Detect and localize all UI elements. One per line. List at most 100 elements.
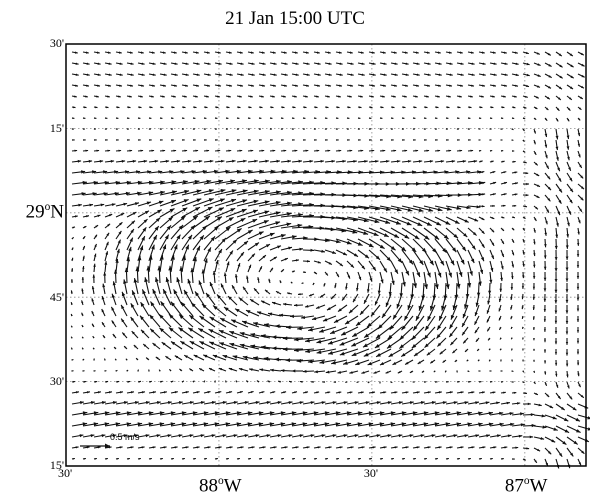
vector-arrow [313, 51, 320, 54]
vector-arrow [267, 380, 271, 383]
vector-arrow [339, 337, 359, 346]
vector-arrow [434, 62, 442, 65]
vector-arrow [170, 189, 190, 196]
vector-arrow [456, 271, 461, 289]
vector-arrow [181, 179, 200, 185]
lat-label-1: 15' [49, 120, 64, 135]
vector-arrow [368, 260, 377, 272]
vector-arrow [170, 117, 174, 119]
vector-arrow [510, 282, 514, 290]
vector-arrow [346, 422, 363, 427]
vector-arrow [577, 161, 583, 169]
vector-arrow [500, 160, 505, 163]
vector-arrow [544, 183, 552, 191]
vector-arrow [225, 84, 233, 87]
vector-arrow [335, 401, 348, 405]
vector-arrow [566, 62, 574, 68]
vector-arrow [82, 225, 87, 229]
vector-arrow [238, 297, 249, 306]
vector-arrow [159, 411, 176, 416]
vector-arrow [148, 234, 158, 251]
vector-arrow [368, 238, 385, 250]
vector-arrow [533, 326, 535, 330]
vector-arrow [181, 206, 201, 218]
vector-arrow [137, 62, 145, 65]
vector-arrow [467, 227, 477, 236]
vector-arrow [412, 170, 427, 174]
vector-arrow [82, 401, 95, 405]
vector-arrow [456, 446, 464, 449]
vector-arrow [291, 159, 303, 163]
vector-arrow [214, 128, 217, 130]
vector-arrow [234, 274, 238, 284]
vector-arrow [522, 194, 529, 197]
vector-arrow [181, 215, 199, 229]
vector-arrow [203, 391, 211, 394]
vector-arrow [445, 51, 452, 54]
vector-arrow [203, 159, 214, 163]
vector-arrow [511, 62, 519, 65]
vector-arrow [512, 150, 515, 152]
vector-arrow [565, 238, 569, 249]
vector-arrow [307, 326, 326, 332]
vector-arrow [467, 51, 474, 54]
vector-arrow [93, 446, 101, 449]
vector-arrow [71, 62, 79, 65]
vector-arrow [198, 367, 205, 372]
vector-arrow [203, 62, 211, 65]
vector-arrow [258, 139, 262, 141]
vector-arrow [522, 51, 529, 55]
vector-arrow [180, 301, 194, 317]
vector-arrow [93, 253, 97, 262]
vector-arrow [390, 381, 393, 384]
vector-arrow [181, 198, 202, 207]
vector-arrow [565, 260, 569, 271]
vector-arrow [434, 106, 439, 109]
vector-arrow [126, 380, 131, 383]
vector-arrow [192, 159, 203, 163]
vector-arrow [555, 227, 559, 239]
vector-arrow [302, 248, 315, 252]
vector-arrow [148, 117, 152, 119]
vector-arrow [335, 139, 339, 141]
vector-arrow [124, 267, 129, 284]
vector-arrow [543, 283, 547, 292]
vector-arrow [71, 128, 74, 130]
vector-arrow [368, 117, 372, 119]
vector-arrow [203, 411, 220, 416]
vector-arrow [103, 271, 107, 284]
vector-arrow [126, 446, 134, 449]
vector-arrow [165, 355, 172, 361]
vector-arrow [445, 205, 462, 210]
vector-arrow [248, 368, 260, 372]
vector-arrow [500, 128, 503, 130]
vector-arrow [392, 359, 403, 366]
vector-arrow [168, 327, 183, 339]
vector-arrow [324, 73, 332, 76]
vector-arrow [450, 304, 458, 320]
vector-arrow [165, 277, 172, 295]
vector-arrow [159, 117, 163, 119]
vector-arrow [214, 248, 223, 262]
vector-arrow [137, 411, 154, 416]
vector-arrow [533, 414, 546, 418]
vector-arrow [313, 411, 330, 416]
vector-arrow [269, 422, 286, 427]
vector-arrow [498, 304, 502, 312]
vector-arrow [543, 315, 546, 322]
vector-arrow [577, 84, 585, 89]
vector-arrow [521, 304, 524, 310]
vector-arrow [126, 51, 133, 54]
vector-arrow [445, 227, 459, 239]
vector-arrow [576, 261, 580, 268]
vector-arrow [181, 401, 194, 405]
vector-arrow [126, 202, 140, 207]
vector-arrow [247, 231, 264, 240]
vector-arrow [193, 354, 205, 361]
vector-arrow [544, 216, 548, 225]
vector-arrow [214, 159, 225, 163]
vector-arrow [170, 84, 178, 87]
vector-arrow [227, 295, 238, 306]
vector-arrow [434, 170, 449, 174]
vector-arrow [225, 62, 233, 65]
